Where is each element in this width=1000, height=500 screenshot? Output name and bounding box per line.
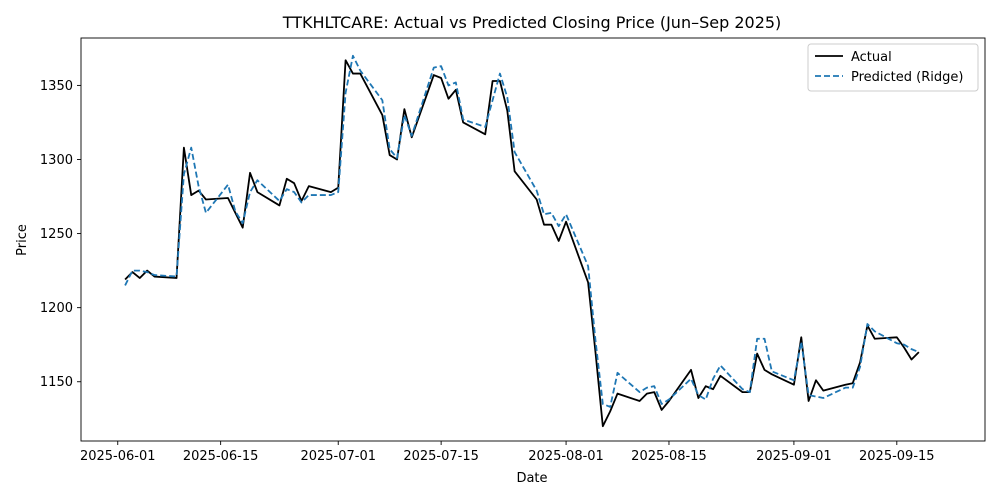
y-tick-label: 1150 bbox=[40, 375, 73, 390]
x-tick-label: 2025-08-01 bbox=[528, 449, 604, 464]
series-layer bbox=[124, 54, 920, 428]
x-tick-label: 2025-07-15 bbox=[403, 449, 479, 464]
legend-label-predicted: Predicted (Ridge) bbox=[851, 70, 963, 85]
plot-frame bbox=[80, 37, 986, 442]
y-tick-label: 1200 bbox=[40, 301, 73, 316]
x-axis-label: Date bbox=[516, 471, 547, 486]
x-tick-label: 2025-06-15 bbox=[183, 449, 259, 464]
legend-box bbox=[807, 43, 979, 92]
legend-label-actual: Actual bbox=[851, 50, 892, 65]
plot-area bbox=[81, 38, 985, 441]
series-line-predicted bbox=[124, 54, 920, 408]
chart-title: TTKHLTCARE: Actual vs Predicted Closing … bbox=[282, 13, 782, 32]
y-axis-label: Price bbox=[15, 224, 30, 256]
x-tick-label: 2025-06-01 bbox=[80, 449, 156, 464]
x-axis-ticks: 2025-06-01 2025-06-15 2025-07-01 2025-07-15… bbox=[80, 441, 935, 464]
series-line-actual bbox=[124, 59, 920, 428]
y-tick-label: 1300 bbox=[40, 153, 73, 168]
x-tick-label: 2025-09-15 bbox=[859, 449, 935, 464]
y-tick-label: 1350 bbox=[40, 79, 73, 94]
x-tick-label: 2025-08-15 bbox=[631, 449, 707, 464]
legend: Actual Predicted (Ridge) bbox=[807, 43, 979, 92]
x-tick-label: 2025-09-01 bbox=[756, 449, 832, 464]
y-axis-ticks: 1150 1200 1250 1300 1350 bbox=[40, 79, 81, 390]
y-tick-label: 1250 bbox=[40, 227, 73, 242]
x-tick-label: 2025-07-01 bbox=[300, 449, 376, 464]
